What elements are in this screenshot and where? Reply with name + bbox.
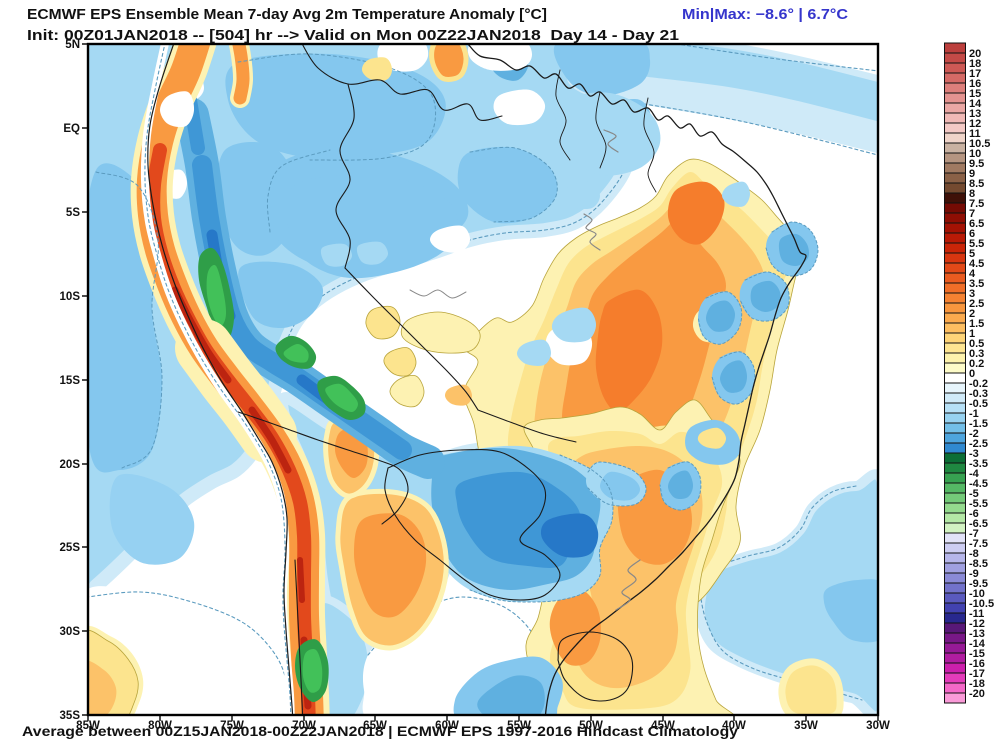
svg-text:-13: -13 [969,628,985,640]
svg-text:9.5: 9.5 [969,158,984,170]
svg-text:25S: 25S [60,542,81,554]
svg-text:-17: -17 [969,668,985,680]
svg-text:0.3: 0.3 [969,348,984,360]
svg-text:-9: -9 [969,568,979,580]
svg-text:ECMWF EPS Ensemble Mean 7-day: ECMWF EPS Ensemble Mean 7-day Avg 2m Tem… [27,7,547,23]
svg-text:85W: 85W [76,720,100,732]
svg-text:-10.5: -10.5 [969,598,994,610]
svg-text:-16: -16 [969,658,985,670]
svg-text:-5: -5 [969,488,979,500]
svg-text:1.5: 1.5 [969,318,984,330]
svg-text:4: 4 [969,268,976,280]
svg-text:16: 16 [969,78,981,90]
svg-text:-12: -12 [969,618,985,630]
svg-text:-0.2: -0.2 [969,378,988,390]
svg-text:-2.5: -2.5 [969,438,988,450]
svg-text:13: 13 [969,108,981,120]
svg-text:5: 5 [969,248,975,260]
svg-text:9: 9 [969,168,975,180]
svg-text:35S: 35S [60,710,81,722]
svg-text:-7: -7 [969,528,979,540]
svg-text:Average between 00Z15JAN2018-0: Average between 00Z15JAN2018-00Z22JAN201… [22,723,738,739]
svg-text:-14: -14 [969,638,986,650]
svg-text:-5.5: -5.5 [969,498,988,510]
svg-text:10.5: 10.5 [969,138,990,150]
svg-text:20: 20 [969,48,981,60]
svg-text:35W: 35W [794,720,818,732]
svg-text:0: 0 [969,368,975,380]
svg-text:14: 14 [969,98,982,110]
svg-text:-1: -1 [969,408,979,420]
svg-text:6: 6 [969,228,975,240]
svg-text:-6.5: -6.5 [969,518,988,530]
svg-text:15: 15 [969,88,981,100]
svg-text:-1.5: -1.5 [969,418,988,430]
svg-text:45W: 45W [651,720,675,732]
svg-text:70W: 70W [292,720,316,732]
svg-text:5.5: 5.5 [969,238,984,250]
svg-text:3.5: 3.5 [969,278,984,290]
svg-text:6.5: 6.5 [969,218,984,230]
svg-text:11: 11 [969,128,981,140]
svg-text:7.5: 7.5 [969,198,984,210]
svg-text:20S: 20S [60,459,81,471]
svg-text:8.5: 8.5 [969,178,984,190]
svg-text:0.5: 0.5 [969,338,984,350]
svg-text:-15: -15 [969,648,985,660]
svg-text:40W: 40W [722,720,746,732]
svg-text:4.5: 4.5 [969,258,984,270]
svg-text:-18: -18 [969,678,985,690]
svg-text:18: 18 [969,58,981,70]
svg-text:3: 3 [969,288,975,300]
svg-text:Init: 00Z01JAN2018 -- [504] hr: Init: 00Z01JAN2018 -- [504] hr --> Valid… [27,28,679,44]
svg-text:EQ: EQ [63,123,80,135]
svg-text:-8.5: -8.5 [969,558,988,570]
svg-text:15S: 15S [60,375,81,387]
svg-text:-6: -6 [969,508,979,520]
svg-text:-10: -10 [969,588,985,600]
svg-text:80W: 80W [148,720,172,732]
svg-text:75W: 75W [220,720,244,732]
svg-text:8: 8 [969,188,975,200]
svg-text:-11: -11 [969,608,984,620]
svg-text:Min|Max: −8.6° | 6.7°C: Min|Max: −8.6° | 6.7°C [682,7,849,23]
svg-text:5N: 5N [65,39,80,51]
svg-text:10: 10 [969,148,981,160]
svg-text:0.2: 0.2 [969,358,984,370]
svg-text:2.5: 2.5 [969,298,984,310]
svg-text:-9.5: -9.5 [969,578,988,590]
svg-text:-0.3: -0.3 [969,388,988,400]
svg-text:-3: -3 [969,448,979,460]
svg-text:55W: 55W [507,720,531,732]
svg-text:2: 2 [969,308,975,320]
svg-text:17: 17 [969,68,981,80]
svg-text:-3.5: -3.5 [969,458,988,470]
svg-text:-8: -8 [969,548,979,560]
svg-text:60W: 60W [435,720,459,732]
svg-text:12: 12 [969,118,981,130]
svg-text:50W: 50W [579,720,603,732]
svg-text:5S: 5S [66,207,80,219]
svg-text:-2: -2 [969,428,979,440]
svg-text:-7.5: -7.5 [969,538,988,550]
svg-text:-0.5: -0.5 [969,398,988,410]
svg-text:7: 7 [969,208,975,220]
svg-text:-20: -20 [969,688,985,700]
svg-text:1: 1 [969,328,975,340]
svg-text:30S: 30S [60,626,81,638]
svg-text:10S: 10S [60,291,81,303]
svg-text:65W: 65W [363,720,387,732]
svg-text:-4.5: -4.5 [969,478,988,490]
svg-text:30W: 30W [866,720,890,732]
svg-text:-4: -4 [969,468,980,480]
